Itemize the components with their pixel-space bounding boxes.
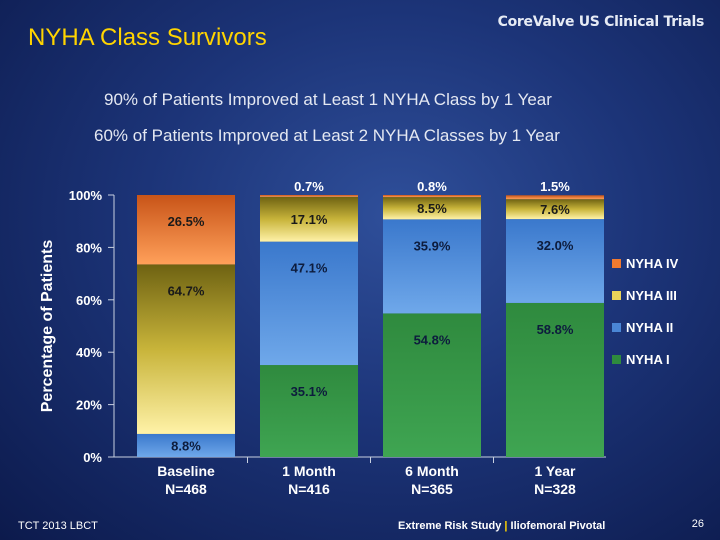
data-label: 58.8% [537, 322, 574, 337]
data-label: 0.8% [417, 179, 447, 194]
bar-segment [260, 365, 358, 457]
data-label: 32.0% [537, 238, 574, 253]
data-label: 8.8% [171, 438, 201, 453]
x-tick-label: 1 Month [282, 463, 336, 479]
bar-segment [383, 197, 481, 220]
x-tick-sublabel: N=416 [288, 481, 330, 497]
y-tick-label: 0% [83, 450, 102, 465]
bar-segment [260, 241, 358, 366]
data-label: 47.1% [291, 261, 328, 276]
legend-label: NYHA IV [626, 256, 679, 271]
footer-study-name: Extreme Risk Study [398, 520, 502, 532]
footer-study: Extreme Risk Study | Iliofemoral Pivotal [398, 520, 605, 532]
data-label: 8.5% [417, 201, 447, 216]
footer-study-type: Iliofemoral Pivotal [510, 520, 606, 532]
x-tick-label: 1 Year [534, 463, 576, 479]
legend-swatch [612, 355, 621, 364]
legend-label: NYHA III [626, 288, 677, 303]
bar-segment [506, 199, 604, 220]
legend-swatch [612, 259, 621, 268]
headline-two: 60% of Patients Improved at Least 2 NYHA… [94, 126, 560, 145]
footer-conference: TCT 2013 LBCT [18, 520, 98, 532]
y-tick-label: 40% [76, 345, 102, 360]
bar-segment [506, 219, 604, 303]
bar-segment [506, 195, 604, 200]
y-tick-label: 100% [69, 188, 103, 203]
bar-segment [506, 302, 604, 457]
data-label: 7.6% [540, 202, 570, 217]
y-tick-label: 80% [76, 240, 102, 255]
data-label: 26.5% [168, 214, 205, 229]
footer-separator: | [504, 520, 508, 532]
data-label: 1.5% [540, 179, 570, 194]
bar-segment [383, 313, 481, 457]
bar-segment [383, 195, 481, 198]
legend-swatch [612, 291, 621, 300]
page-number: 26 [691, 518, 704, 530]
data-label: 35.9% [414, 238, 451, 253]
y-tick-label: 20% [76, 398, 102, 413]
y-axis-label: Percentage of Patients [39, 240, 56, 413]
data-label: 54.8% [414, 332, 451, 347]
x-tick-sublabel: N=365 [411, 481, 453, 497]
bar-segment [260, 195, 358, 197]
bar-segment [137, 433, 235, 457]
data-label: 0.7% [294, 179, 324, 194]
x-tick-label: Baseline [157, 463, 215, 479]
x-tick-sublabel: N=468 [165, 481, 207, 497]
brand-logo-text: CoreValve US Clinical Trials [497, 14, 705, 30]
x-tick-sublabel: N=328 [534, 481, 576, 497]
data-label: 17.1% [291, 212, 328, 227]
legend-label: NYHA II [626, 320, 673, 335]
legend-label: NYHA I [626, 352, 670, 367]
y-tick-label: 60% [76, 293, 102, 308]
data-label: 35.1% [291, 384, 328, 399]
bar-segment [383, 219, 481, 314]
bar-segment [137, 264, 235, 434]
data-label: 64.7% [168, 283, 205, 298]
headline-one: 90% of Patients Improved at Least 1 NYHA… [104, 90, 552, 109]
x-tick-label: 6 Month [405, 463, 459, 479]
slide-title: NYHA Class Survivors [28, 24, 267, 51]
bar-segment [260, 196, 358, 242]
legend-swatch [612, 323, 621, 332]
bar-segment [137, 195, 235, 265]
